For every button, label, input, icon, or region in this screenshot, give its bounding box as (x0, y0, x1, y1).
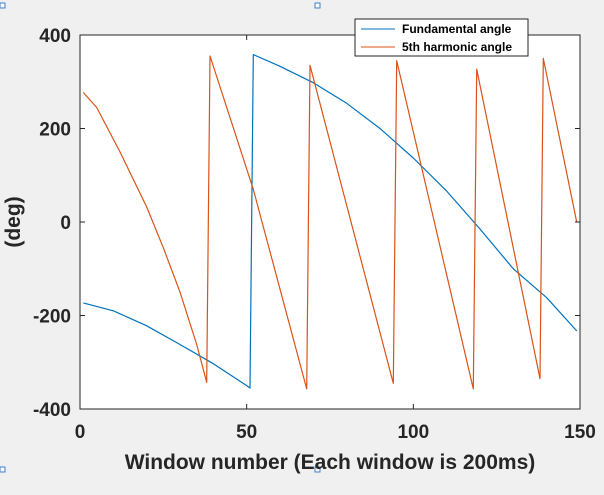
x-tick-label: 50 (236, 422, 257, 443)
x-tick-label: 100 (397, 422, 429, 443)
x-axis-label: Window number (Each window is 200ms) (125, 451, 536, 474)
selection-handle-bottom-left[interactable] (0, 466, 6, 473)
legend-label-5th-harmonic: 5th harmonic angle (402, 40, 512, 54)
legend-box (354, 18, 529, 57)
plot-area (80, 35, 580, 409)
series-line-fundamental (83, 53, 578, 389)
y-tick-label: 0 (60, 213, 71, 234)
selection-handle-top-center[interactable] (314, 2, 321, 9)
y-tick-label: 400 (39, 26, 71, 47)
x-tick-label: 150 (564, 422, 596, 443)
y-tick-label: -400 (33, 400, 71, 421)
selection-handle-top-left[interactable] (0, 2, 6, 9)
y-axis-label: (deg) (2, 196, 25, 247)
legend-label-fundamental: Fundamental angle (402, 22, 512, 36)
selection-handle-bottom-center[interactable] (314, 466, 321, 473)
y-tick-label: -200 (33, 307, 71, 328)
series-layer (82, 53, 578, 390)
legend[interactable]: Fundamental angle 5th harmonic angle (354, 18, 529, 57)
series-line-5th-harmonic (82, 55, 578, 390)
ticks-layer: 0 50 100 150 -400 -200 0 200 400 (33, 26, 596, 443)
x-tick-label: 0 (75, 422, 86, 443)
y-tick-label: 200 (39, 120, 71, 141)
